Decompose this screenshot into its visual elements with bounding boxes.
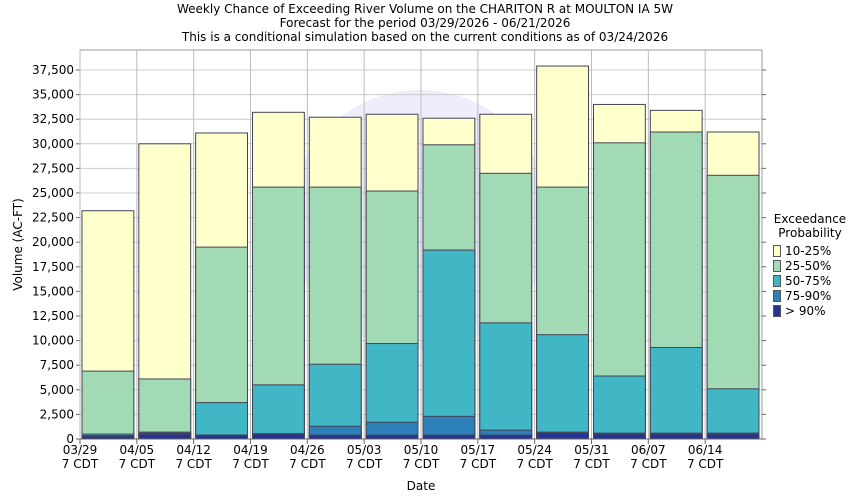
- bar-segment-25-50-: [138, 378, 192, 440]
- x-tick-label-time: 7 CDT: [573, 457, 610, 471]
- x-tick-label-date: 04/19: [233, 443, 268, 457]
- bar-segment-50-75-: [195, 402, 249, 440]
- legend-swatch: [773, 259, 781, 272]
- bar-segment--90-: [649, 433, 703, 440]
- bar-segment-25-50-: [81, 370, 135, 440]
- bar-segment-50-75-: [479, 322, 533, 440]
- y-tick-label: 22,500: [32, 211, 74, 225]
- bar-segment-50-75-: [649, 346, 703, 440]
- x-tick-label-time: 7 CDT: [630, 457, 667, 471]
- y-tick-label: 7,500: [40, 358, 74, 372]
- x-tick-label-time: 7 CDT: [119, 457, 156, 471]
- y-tick-label: 17,500: [32, 260, 74, 274]
- legend-label: 50-75%: [785, 273, 832, 288]
- y-tick-label: 27,500: [32, 161, 74, 175]
- y-tick-label: 37,500: [32, 63, 74, 77]
- x-tick-label-date: 05/10: [404, 443, 439, 457]
- bar-segment--90-: [195, 434, 249, 440]
- bar-segment--90-: [479, 434, 533, 440]
- x-tick-label-date: 05/31: [574, 443, 609, 457]
- legend-item: 25-50%: [770, 258, 850, 273]
- x-tick-label-date: 04/12: [176, 443, 211, 457]
- x-tick-label-time: 7 CDT: [403, 457, 440, 471]
- x-tick-label-time: 7 CDT: [460, 457, 497, 471]
- bar-segment--90-: [252, 433, 305, 440]
- y-tick-label: 30,000: [32, 137, 74, 151]
- bar-segment--90-: [536, 432, 590, 440]
- bar-segment--90-: [138, 433, 192, 440]
- chart-subtitle-period: Forecast for the period 03/29/2026 - 06/…: [279, 16, 571, 30]
- y-tick-label: 0: [66, 432, 74, 446]
- x-tick-label-time: 7 CDT: [687, 457, 724, 471]
- chart-subtitle-conditions: This is a conditional simulation based o…: [181, 30, 669, 44]
- legend-item: 50-75%: [770, 273, 850, 288]
- y-tick-label: 25,000: [32, 186, 74, 200]
- x-tick-label-date: 05/17: [461, 443, 496, 457]
- y-tick-label: 20,000: [32, 235, 74, 249]
- legend-swatch: [773, 289, 781, 302]
- legend-label: 75-90%: [785, 288, 832, 303]
- bar-segment-50-75-: [593, 375, 646, 440]
- legend-item: > 90%: [770, 303, 850, 318]
- legend-label: 10-25%: [785, 243, 832, 258]
- x-tick-label-time: 7 CDT: [232, 457, 269, 471]
- legend-title-2: Probability: [778, 226, 842, 240]
- y-tick-label: 32,500: [32, 112, 74, 126]
- x-tick-label-date: 03/29: [63, 443, 98, 457]
- x-tick-label-time: 7 CDT: [62, 457, 99, 471]
- y-tick-label: 10,000: [32, 334, 74, 348]
- y-tick-label: 15,000: [32, 284, 74, 298]
- x-tick-label-date: 04/26: [290, 443, 325, 457]
- y-tick-label: 35,000: [32, 88, 74, 102]
- legend-item: 75-90%: [770, 288, 850, 303]
- legend-swatch: [773, 244, 781, 257]
- x-tick-label-date: 05/03: [347, 443, 382, 457]
- x-tick-label-time: 7 CDT: [175, 457, 212, 471]
- bar-segment--90-: [593, 433, 646, 440]
- x-tick-label-time: 7 CDT: [516, 457, 553, 471]
- bar-segment--90-: [422, 434, 476, 440]
- bar-segment--90-: [706, 433, 760, 440]
- x-tick-label-date: 06/14: [688, 443, 723, 457]
- x-axis-label: Date: [407, 479, 436, 493]
- x-tick-label-time: 7 CDT: [346, 457, 383, 471]
- bar-segment-50-75-: [536, 334, 590, 440]
- legend-label: 25-50%: [785, 258, 832, 273]
- legend-swatch: [773, 274, 781, 287]
- legend: Exceedance Probability 10-25% 25-50% 50-75…: [770, 212, 850, 318]
- bar-segment-50-75-: [252, 384, 305, 440]
- bar-segment--90-: [365, 434, 419, 440]
- legend-item: 10-25%: [770, 243, 850, 258]
- chart-title: Weekly Chance of Exceeding River Volume …: [176, 2, 673, 16]
- y-tick-label: 12,500: [32, 309, 74, 323]
- bar-segment--90-: [308, 434, 362, 440]
- legend-title-1: Exceedance: [773, 212, 847, 226]
- bar-segment-50-75-: [706, 388, 760, 440]
- y-axis-label: Volume (AC-FT): [11, 198, 25, 291]
- x-tick-label-date: 05/24: [517, 443, 552, 457]
- legend-swatch: [773, 304, 781, 317]
- x-tick-label-date: 04/05: [120, 443, 155, 457]
- x-tick-label-time: 7 CDT: [289, 457, 326, 471]
- legend-label: > 90%: [785, 303, 826, 318]
- bar-segment-50-75-: [422, 249, 476, 440]
- y-tick-label: 5,000: [40, 383, 74, 397]
- y-tick-label: 2,500: [40, 407, 74, 421]
- x-tick-label-date: 06/07: [631, 443, 666, 457]
